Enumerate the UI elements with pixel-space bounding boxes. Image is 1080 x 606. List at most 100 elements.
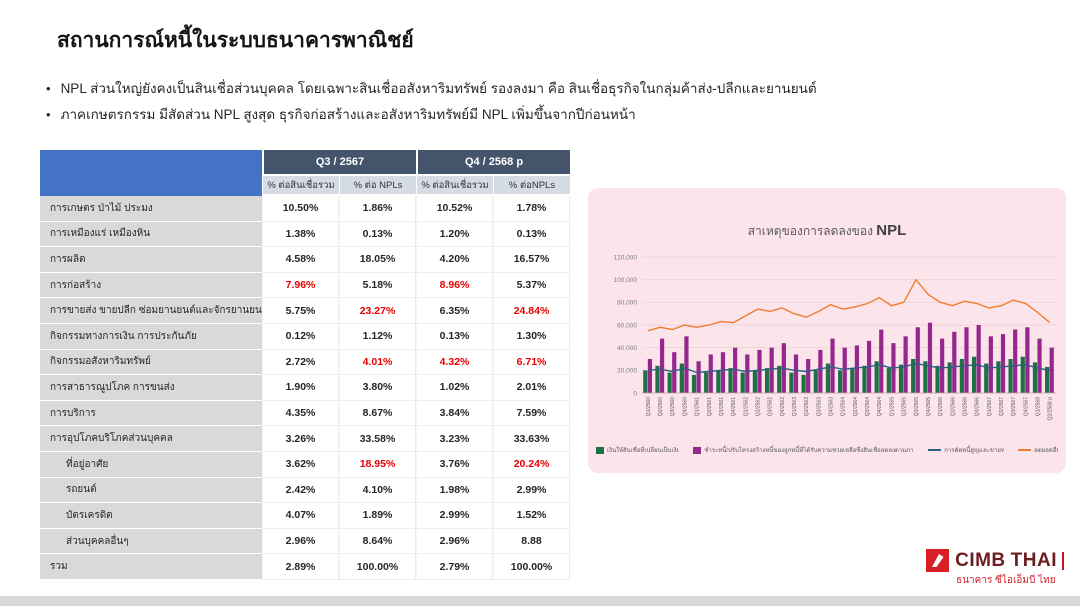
table-cell-value: 1.38% <box>262 221 339 248</box>
table-period-header-q4: Q4 / 2568 p <box>416 150 570 174</box>
table-cell-value: 2.72% <box>262 349 339 376</box>
bullet-item: NPL ส่วนใหญ่ยังคงเป็นสินเชื่อส่วนบุคคล โ… <box>46 76 817 102</box>
svg-text:Q1/2567: Q1/2567 <box>987 397 993 416</box>
table-cell-value: 100.00% <box>493 554 570 580</box>
table-cell-value: 8.64% <box>339 528 416 555</box>
npl-sector-table: Q3 / 2567 Q4 / 2568 p % ต่อสินเชื่อรวม %… <box>40 150 570 580</box>
svg-text:Q3/2563: Q3/2563 <box>816 397 822 416</box>
chart-title: สาเหตุของการลดลงของ NPL <box>588 188 1066 241</box>
table-cell-value: 1.02% <box>416 375 493 401</box>
table-row-label: กิจกรรมอสังหาริมทรัพย์ <box>40 349 262 376</box>
table-cell-value: 1.86% <box>339 196 416 222</box>
svg-text:Q3/2560: Q3/2560 <box>670 397 676 416</box>
footer-strip <box>0 596 1080 606</box>
svg-text:Q4/2563: Q4/2563 <box>829 397 835 416</box>
svg-text:Q4/2564: Q4/2564 <box>877 397 883 416</box>
svg-text:Q2/2564: Q2/2564 <box>853 397 859 416</box>
table-cell-value: 2.99% <box>416 503 493 529</box>
table-cell-value: 4.07% <box>262 503 339 529</box>
brand-divider <box>1062 551 1064 570</box>
table-corner-header <box>40 150 262 196</box>
table-cell-value: 8.96% <box>416 272 493 299</box>
svg-text:Q1/2560: Q1/2560 <box>646 397 652 416</box>
table-cell-value: 2.99% <box>493 477 570 504</box>
legend-label: ลดยอดอื่น <box>1034 448 1058 454</box>
legend-item: การตัดหนี้สูญและขายหนี้ <box>928 445 1004 455</box>
svg-text:Q4/2562: Q4/2562 <box>780 397 786 416</box>
table-row-label: การผลิต <box>40 247 262 273</box>
table-cell-value: 3.76% <box>416 451 493 478</box>
table-subheader: % ต่อ NPLs <box>339 174 416 196</box>
table-cell-value: 3.26% <box>262 426 339 452</box>
svg-text:40,000: 40,000 <box>617 345 637 352</box>
table-cell-value: 100.00% <box>339 554 416 580</box>
table-cell-value: 3.80% <box>339 375 416 401</box>
svg-text:0: 0 <box>633 390 637 397</box>
svg-text:Q4/2565: Q4/2565 <box>926 397 932 416</box>
table-cell-value: 0.12% <box>262 323 339 350</box>
legend-item: ลดยอดอื่น <box>1018 445 1058 455</box>
svg-text:Q1/2568: Q1/2568 <box>1036 397 1042 416</box>
bullet-item: ภาคเกษตรกรรม มีสัดส่วน NPL สูงสุด ธุรกิจ… <box>46 102 817 128</box>
legend-label: การตัดหนี้สูญและขายหนี้ <box>944 448 1005 454</box>
table-row-label: การเหมืองแร่ เหมืองหิน <box>40 221 262 248</box>
legend-label: เงินให้สินเชื่อที่เปลี่ยนเป็นเงินดี <box>607 448 680 454</box>
legend-item: ชำระหนี้/ปรับโครงสร้างหนี้ของลูกหนี้ที่ไ… <box>693 445 914 455</box>
svg-text:60,000: 60,000 <box>617 322 637 329</box>
table-row-label: การบริการ <box>40 400 262 427</box>
table-cell-value: 6.71% <box>493 349 570 376</box>
table-cell-value: 1.98% <box>416 477 493 504</box>
table-cell-value: 23.27% <box>339 298 416 324</box>
svg-text:Q1/2563: Q1/2563 <box>792 397 798 416</box>
svg-text:Q2/2563: Q2/2563 <box>804 397 810 416</box>
table-cell-value: 18.05% <box>339 247 416 273</box>
svg-text:100,000: 100,000 <box>614 277 638 284</box>
table-cell-value: 7.96% <box>262 272 339 299</box>
logo-row: CIMB THAI <box>926 549 1064 572</box>
legend-square-marker <box>693 446 702 454</box>
bullet-list: NPL ส่วนใหญ่ยังคงเป็นสินเชื่อส่วนบุคคล โ… <box>46 76 817 129</box>
table-cell-value: 0.13% <box>493 221 570 248</box>
cimb-thai-logo: CIMB THAI ธนาคาร ซีไอเอ็มบี ไทย <box>926 549 1064 588</box>
table-cell-value: 6.35% <box>416 298 493 324</box>
svg-text:Q3/2567: Q3/2567 <box>1011 397 1017 416</box>
table-cell-value: 5.37% <box>493 272 570 299</box>
table-cell-value: 0.13% <box>416 323 493 350</box>
svg-text:Q3/2565: Q3/2565 <box>914 397 920 416</box>
svg-text:80,000: 80,000 <box>617 300 637 307</box>
svg-text:Q4/2560: Q4/2560 <box>682 397 688 416</box>
table-subheader: % ต่อสินเชื่อรวม <box>416 174 493 196</box>
table-cell-value: 8.67% <box>339 400 416 427</box>
sector-table-grid: Q3 / 2567 Q4 / 2568 p % ต่อสินเชื่อรวม %… <box>40 150 570 580</box>
table-cell-value: 4.35% <box>262 400 339 427</box>
table-row-label: กิจกรรมทางการเงิน การประกันภัย <box>40 323 262 350</box>
npl-causes-chart-panel: สาเหตุของการลดลงของ NPL 0 20,000 40,000 60,… <box>588 188 1066 473</box>
svg-text:20,000: 20,000 <box>617 368 637 375</box>
table-cell-value: 1.12% <box>339 323 416 350</box>
logo-subtitle: ธนาคาร ซีไอเอ็มบี ไทย <box>956 575 1056 586</box>
chart-title-text: สาเหตุของการลดลงของ <box>747 224 873 238</box>
legend-label: ชำระหนี้/ปรับโครงสร้างหนี้ของลูกหนี้ที่ไ… <box>704 448 915 454</box>
npl-chart-svg: 0 20,000 40,000 60,000 80,000 100,000 120,000 Q… <box>614 254 1056 420</box>
table-cell-value: 20.24% <box>493 451 570 478</box>
table-cell-value: 5.75% <box>262 298 339 324</box>
svg-text:Q1/2564: Q1/2564 <box>841 397 847 416</box>
bullet-text: ภาคเกษตรกรรม มีสัดส่วน NPL สูงสุด ธุรกิจ… <box>60 107 636 123</box>
table-cell-value: 4.32% <box>416 349 493 376</box>
svg-text:Q4/2567: Q4/2567 <box>1023 397 1029 416</box>
table-cell-value: 4.20% <box>416 247 493 273</box>
table-cell-value: 1.30% <box>493 323 570 350</box>
legend-line-marker <box>928 449 942 451</box>
chart-legend: เงินให้สินเชื่อที่เปลี่ยนเป็นเงินดี ชำระห… <box>588 445 1066 455</box>
table-cell-value: 3.84% <box>416 400 493 427</box>
svg-text:Q2/2561: Q2/2561 <box>707 397 713 416</box>
table-period-header-q3: Q3 / 2567 <box>262 150 416 174</box>
table-cell-value: 7.59% <box>493 400 570 427</box>
legend-item: เงินให้สินเชื่อที่เปลี่ยนเป็นเงินดี <box>596 445 679 455</box>
brand-thai: THAI <box>1010 549 1057 571</box>
table-cell-value: 1.89% <box>339 503 416 529</box>
brand-wordmark: CIMB THAI <box>955 550 1064 572</box>
table-cell-value: 24.84% <box>493 298 570 324</box>
table-subheader: % ต่อNPLs <box>493 174 570 196</box>
